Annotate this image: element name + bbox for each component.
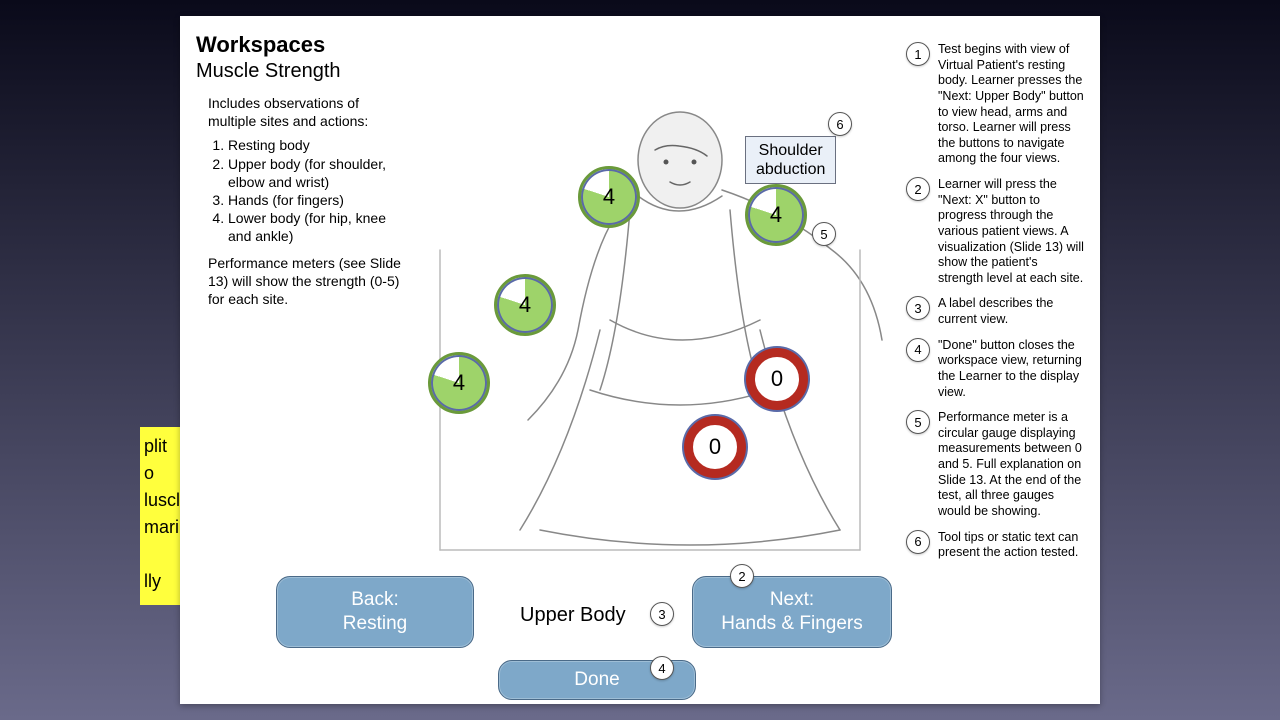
annotation-row: 5 Performance meter is a circular gauge d… [906, 410, 1086, 519]
next-button[interactable]: Next: Hands & Fingers [692, 576, 892, 648]
annotation-number: 4 [906, 338, 930, 362]
annotation-row: 6 Tool tips or static text can present th… [906, 530, 1086, 561]
title-block: Workspaces Muscle Strength [196, 32, 341, 83]
description: Includes observations of multiple sites … [208, 94, 408, 314]
performance-meter: 0 [684, 416, 746, 478]
callout-number: 5 [812, 222, 836, 246]
slide-canvas: Workspaces Muscle Strength Includes obse… [180, 16, 1100, 704]
annotation-text: Learner will press the "Next: X" button … [938, 177, 1086, 286]
current-view-label: Upper Body [520, 604, 626, 627]
annotation-number: 1 [906, 42, 930, 66]
annotation-row: 2 Learner will press the "Next: X" button… [906, 177, 1086, 286]
annotation-row: 3 A label describes the current view. [906, 296, 1086, 327]
annotation-text: Tool tips or static text can present the… [938, 530, 1086, 561]
annotation-text: Test begins with view of Virtual Patient… [938, 42, 1086, 167]
performance-meter: 4 [494, 274, 556, 336]
performance-meter: 4 [745, 184, 807, 246]
annotation-text: Performance meter is a circular gauge di… [938, 410, 1086, 519]
tooltip-line1: Shoulder [756, 141, 825, 160]
performance-meter: 4 [428, 352, 490, 414]
callout-number: 6 [828, 112, 852, 136]
annotation-row: 4 "Done" button closes the workspace view… [906, 338, 1086, 401]
desc-footer: Performance meters (see Slide 13) will s… [208, 254, 408, 309]
back-button[interactable]: Back: Resting [276, 576, 474, 648]
annotation-row: 1 Test begins with view of Virtual Patien… [906, 42, 1086, 167]
desc-intro: Includes observations of multiple sites … [208, 94, 408, 130]
annotation-number: 3 [906, 296, 930, 320]
callout-number: 2 [730, 564, 754, 588]
callout-number: 3 [650, 602, 674, 626]
annotation-text: "Done" button closes the workspace view,… [938, 338, 1086, 401]
callout-number: 4 [650, 656, 674, 680]
page-title: Workspaces [196, 32, 341, 58]
performance-meter: 4 [578, 166, 640, 228]
page-subtitle: Muscle Strength [196, 60, 341, 83]
action-tooltip: Shoulder abduction [745, 136, 836, 184]
annotation-text: A label describes the current view. [938, 296, 1086, 327]
performance-meter: 0 [746, 348, 808, 410]
annotation-number: 2 [906, 177, 930, 201]
annotation-number: 6 [906, 530, 930, 554]
annotation-column: 1 Test begins with view of Virtual Patien… [906, 42, 1086, 571]
tooltip-line2: abduction [756, 160, 825, 179]
annotation-number: 5 [906, 410, 930, 434]
